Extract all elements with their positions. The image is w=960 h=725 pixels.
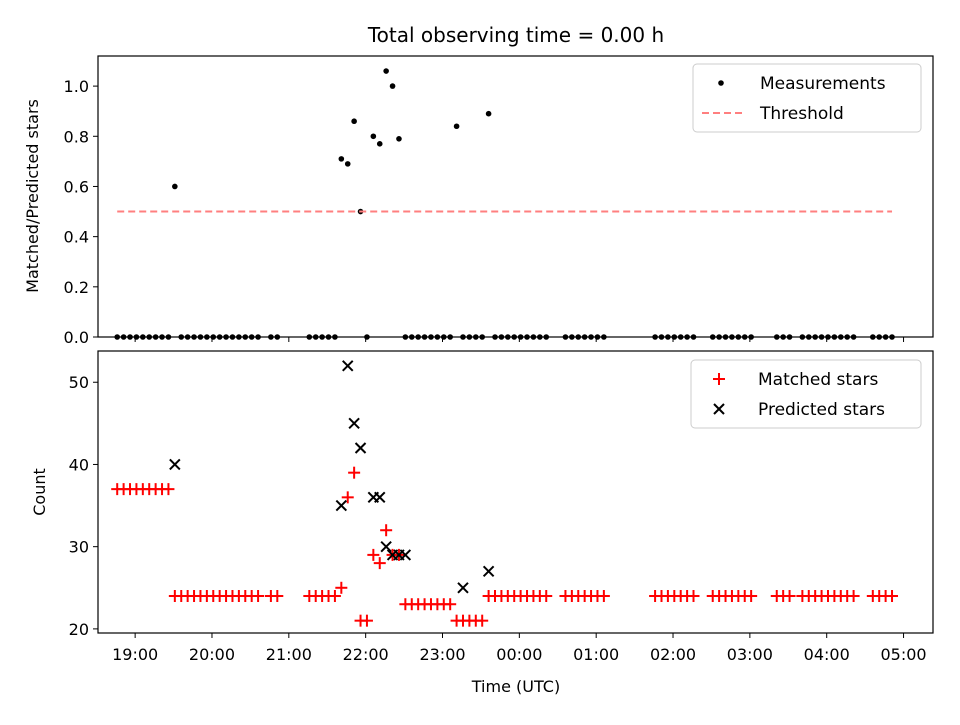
count-y-axis: 20 30 40 50 xyxy=(69,373,98,639)
matched-point xyxy=(783,590,796,603)
x-tick-label: 00:00 xyxy=(496,645,542,664)
x-tick-label: 22:00 xyxy=(343,645,389,664)
count-legend: Matched stars Predicted stars xyxy=(690,359,922,429)
measurement-point xyxy=(389,83,396,89)
predicted-point xyxy=(348,417,360,430)
legend-predicted-marker xyxy=(713,403,725,415)
x-tick-label: 02:00 xyxy=(650,645,696,664)
measurement-point xyxy=(338,156,345,162)
count-y-axis-label: Count xyxy=(30,468,49,516)
matched-point xyxy=(252,590,265,603)
matched-point xyxy=(348,466,361,479)
measurement-point xyxy=(351,118,357,125)
y-tick-label: 0.4 xyxy=(64,228,89,247)
y-tick-label: 0.2 xyxy=(64,278,89,297)
y-tick-label: 0.0 xyxy=(64,328,89,347)
count-panel: 20 30 40 50 19:00 20:00 21:00 22:00 23:00 00:00 0… xyxy=(30,350,934,696)
legend-measurements-marker xyxy=(718,80,724,86)
x-tick-label: 21:00 xyxy=(266,645,312,664)
matched-point xyxy=(745,590,758,603)
predicted-point xyxy=(342,360,354,372)
ratio-x-axis xyxy=(134,337,905,342)
x-tick-label: 03:00 xyxy=(727,645,773,664)
y-tick-label: 0.8 xyxy=(64,127,89,146)
legend-matched-label: Matched stars xyxy=(758,370,878,390)
y-tick-label: 0.6 xyxy=(64,177,89,196)
predicted-point xyxy=(335,499,348,512)
predicted-point xyxy=(354,442,367,454)
y-tick-label: 20 xyxy=(69,620,89,639)
count-marks xyxy=(111,360,899,627)
ratio-y-axis: 0.0 0.2 0.4 0.6 0.8 1.0 xyxy=(64,77,98,347)
count-plot-frame xyxy=(97,350,934,634)
x-tick-label: 04:00 xyxy=(804,645,850,664)
y-tick-label: 50 xyxy=(69,373,89,392)
matched-point xyxy=(597,590,610,603)
measurement-point xyxy=(370,133,377,140)
matched-point xyxy=(540,590,553,603)
chart-title: Total observing time = 0.00 h xyxy=(367,23,664,47)
predicted-point xyxy=(169,458,181,471)
matched-point xyxy=(367,548,380,561)
predicted-point xyxy=(457,582,469,594)
x-tick-label: 19:00 xyxy=(112,645,158,664)
measurement-point xyxy=(485,110,492,117)
matched-point xyxy=(444,598,457,611)
legend-matched-marker xyxy=(713,373,725,385)
matched-point xyxy=(687,590,700,603)
x-tick-label: 05:00 xyxy=(880,645,926,664)
legend-predicted-label: Predicted stars xyxy=(758,400,885,420)
count-x-axis-label: Time (UTC) xyxy=(471,677,560,696)
matched-point xyxy=(271,590,284,603)
y-tick-label: 40 xyxy=(69,455,89,474)
matched-point xyxy=(886,590,899,603)
predicted-point xyxy=(380,540,392,553)
matched-point xyxy=(341,491,354,504)
y-tick-label: 30 xyxy=(69,538,89,557)
predicted-point xyxy=(374,491,386,504)
predicted-point xyxy=(399,549,412,561)
measurement-point xyxy=(383,68,389,74)
y-tick-label: 1.0 xyxy=(64,77,89,96)
x-tick-label: 01:00 xyxy=(573,645,619,664)
ratio-panel: 0.0 0.2 0.4 0.6 0.8 1.0 Matched/Predicted sta… xyxy=(23,55,934,347)
ratio-legend: Measurements Threshold xyxy=(692,63,922,133)
ratio-legend-box xyxy=(692,63,922,133)
matched-point xyxy=(335,581,348,594)
predicted-point xyxy=(482,565,495,578)
matched-point xyxy=(847,590,860,603)
ratio-y-axis-label: Matched/Predicted stars xyxy=(23,99,42,293)
matched-point xyxy=(328,590,341,603)
matched-point xyxy=(360,614,373,627)
matched-point xyxy=(162,483,175,496)
matched-point xyxy=(476,614,489,627)
measurement-point xyxy=(344,161,351,167)
legend-measurements-label: Measurements xyxy=(760,74,886,94)
count-x-axis: 19:00 20:00 21:00 22:00 23:00 00:00 01:00 02:00… xyxy=(112,633,927,664)
x-tick-label: 20:00 xyxy=(189,645,235,664)
count-legend-box xyxy=(690,359,922,429)
measurement-point xyxy=(396,135,402,142)
measurement-point xyxy=(376,141,383,147)
matched-point xyxy=(380,524,393,537)
measurement-point xyxy=(453,123,460,130)
measurement-point xyxy=(172,183,178,190)
matched-point xyxy=(373,557,386,570)
ratio-plot-frame xyxy=(97,55,934,338)
legend-threshold-label: Threshold xyxy=(759,104,844,124)
x-tick-label: 23:00 xyxy=(419,645,465,664)
